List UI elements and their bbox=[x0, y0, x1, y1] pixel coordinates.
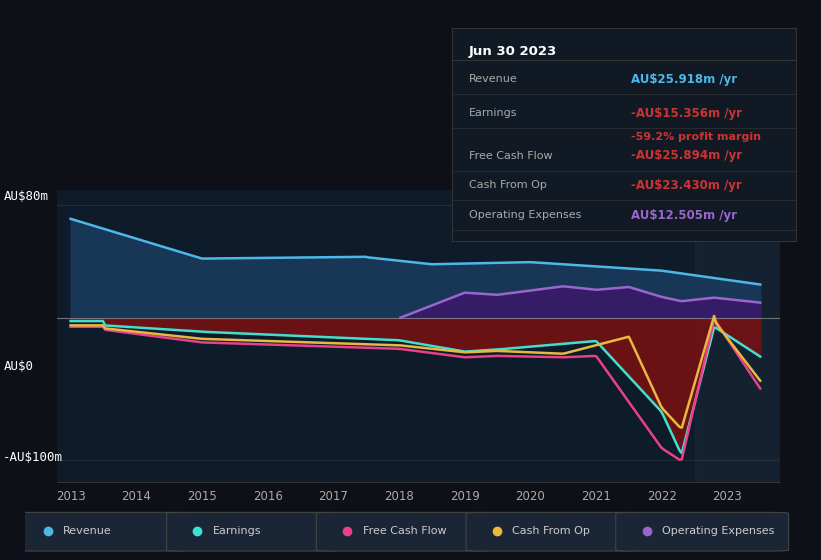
Text: Free Cash Flow: Free Cash Flow bbox=[469, 151, 553, 161]
Text: Jun 30 2023: Jun 30 2023 bbox=[469, 45, 557, 58]
Text: -AU$25.894m /yr: -AU$25.894m /yr bbox=[631, 149, 742, 162]
Text: Operating Expenses: Operating Expenses bbox=[469, 210, 581, 220]
Text: Revenue: Revenue bbox=[63, 526, 112, 536]
Text: Earnings: Earnings bbox=[469, 108, 517, 118]
Text: Cash From Op: Cash From Op bbox=[469, 180, 547, 190]
Text: -AU$23.430m /yr: -AU$23.430m /yr bbox=[631, 179, 741, 192]
Text: AU$25.918m /yr: AU$25.918m /yr bbox=[631, 73, 737, 86]
Text: -AU$100m: -AU$100m bbox=[3, 451, 63, 464]
FancyBboxPatch shape bbox=[616, 512, 789, 551]
Text: Cash From Op: Cash From Op bbox=[512, 526, 590, 536]
Text: AU$0: AU$0 bbox=[3, 360, 34, 373]
Text: Revenue: Revenue bbox=[469, 74, 517, 84]
Text: AU$80m: AU$80m bbox=[3, 190, 48, 203]
FancyBboxPatch shape bbox=[316, 512, 489, 551]
Text: Operating Expenses: Operating Expenses bbox=[662, 526, 774, 536]
FancyBboxPatch shape bbox=[167, 512, 340, 551]
Bar bbox=[695, 190, 780, 482]
FancyBboxPatch shape bbox=[466, 512, 639, 551]
Text: -59.2% profit margin: -59.2% profit margin bbox=[631, 132, 761, 142]
Text: -AU$15.356m /yr: -AU$15.356m /yr bbox=[631, 106, 742, 120]
Text: Free Cash Flow: Free Cash Flow bbox=[363, 526, 447, 536]
FancyBboxPatch shape bbox=[17, 512, 190, 551]
Text: AU$12.505m /yr: AU$12.505m /yr bbox=[631, 209, 737, 222]
Text: Earnings: Earnings bbox=[213, 526, 261, 536]
